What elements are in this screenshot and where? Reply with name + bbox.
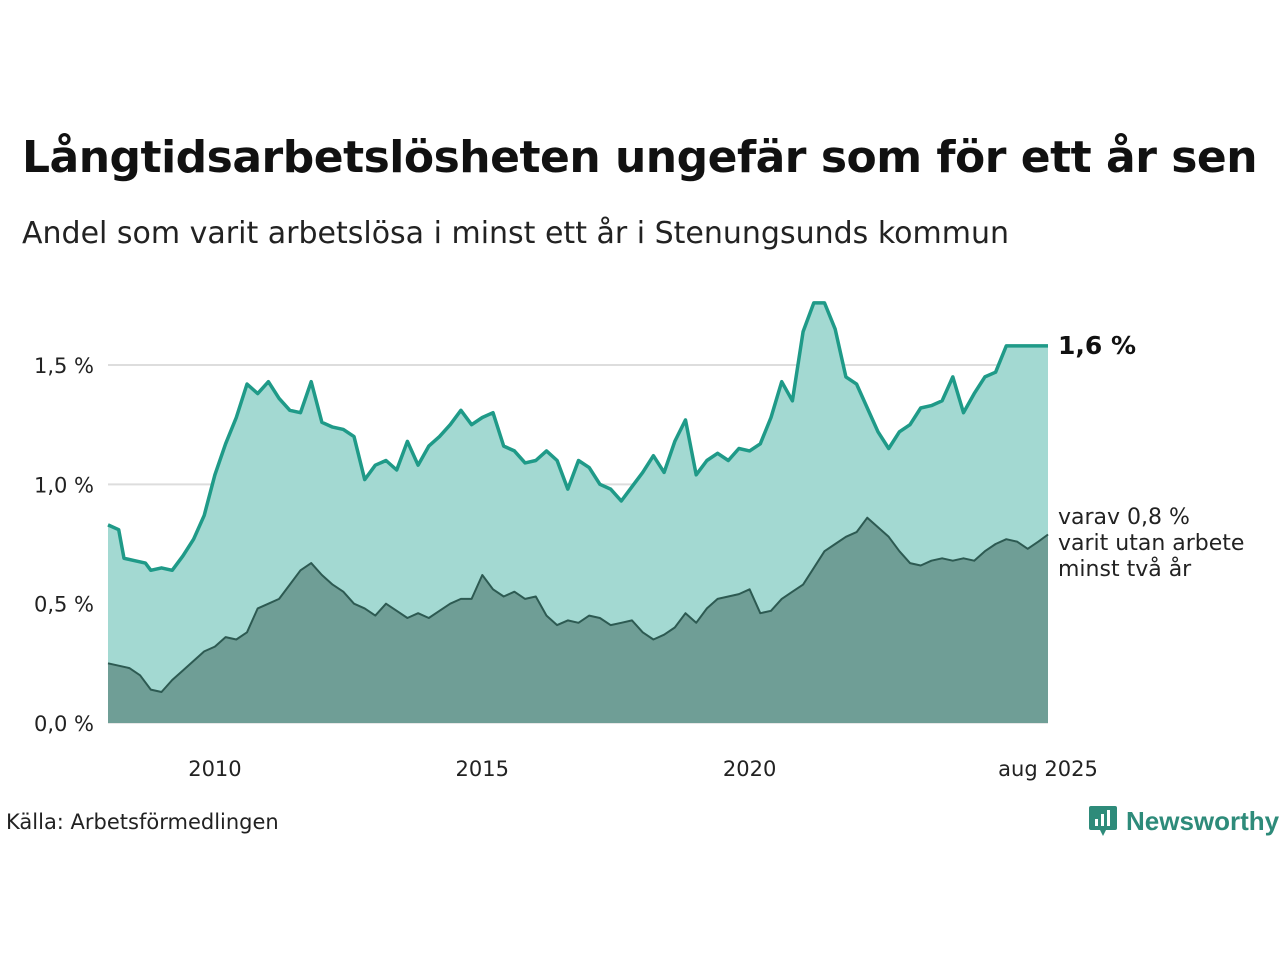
x-tick-label: 2015 <box>456 757 509 781</box>
chart-areas <box>107 301 1049 723</box>
x-tick-label: 2020 <box>723 757 776 781</box>
total-value-label: 1,6 % <box>1058 331 1136 360</box>
y-tick-label: 0,5 % <box>34 593 94 617</box>
axis-labels: 0,0 % 0,5 % 1,0 % 1,5 % 2010 2015 2020 aug 2025 <box>34 354 1098 781</box>
chart-subtitle: Andel som varit arbetslösa i minst ett å… <box>22 216 1009 251</box>
total-line <box>107 301 1048 573</box>
y-tick-label: 1,0 % <box>34 473 94 497</box>
two-years-line <box>107 516 1049 693</box>
newsworthy-logo-text: Newsworthy <box>1126 805 1280 836</box>
y-tick-label: 0,0 % <box>34 712 94 736</box>
two-years-area <box>108 517 1048 723</box>
two-years-value-label: varit utan arbete <box>1058 531 1244 556</box>
chart-title: Långtidsarbetslösheten ungefär som för e… <box>22 132 1258 183</box>
newsworthy-logo[interactable]: Newsworthy <box>1088 804 1279 838</box>
source-note: Källa: Arbetsförmedlingen <box>6 810 279 834</box>
x-tick-label: aug 2025 <box>998 757 1098 781</box>
x-tick-label: 2010 <box>188 757 241 781</box>
two-years-value-label: minst två år <box>1058 556 1192 582</box>
y-tick-label: 1,5 % <box>34 354 94 378</box>
two-years-value-label: varav 0,8 % <box>1058 505 1190 530</box>
newsworthy-logo-icon <box>1089 806 1117 836</box>
